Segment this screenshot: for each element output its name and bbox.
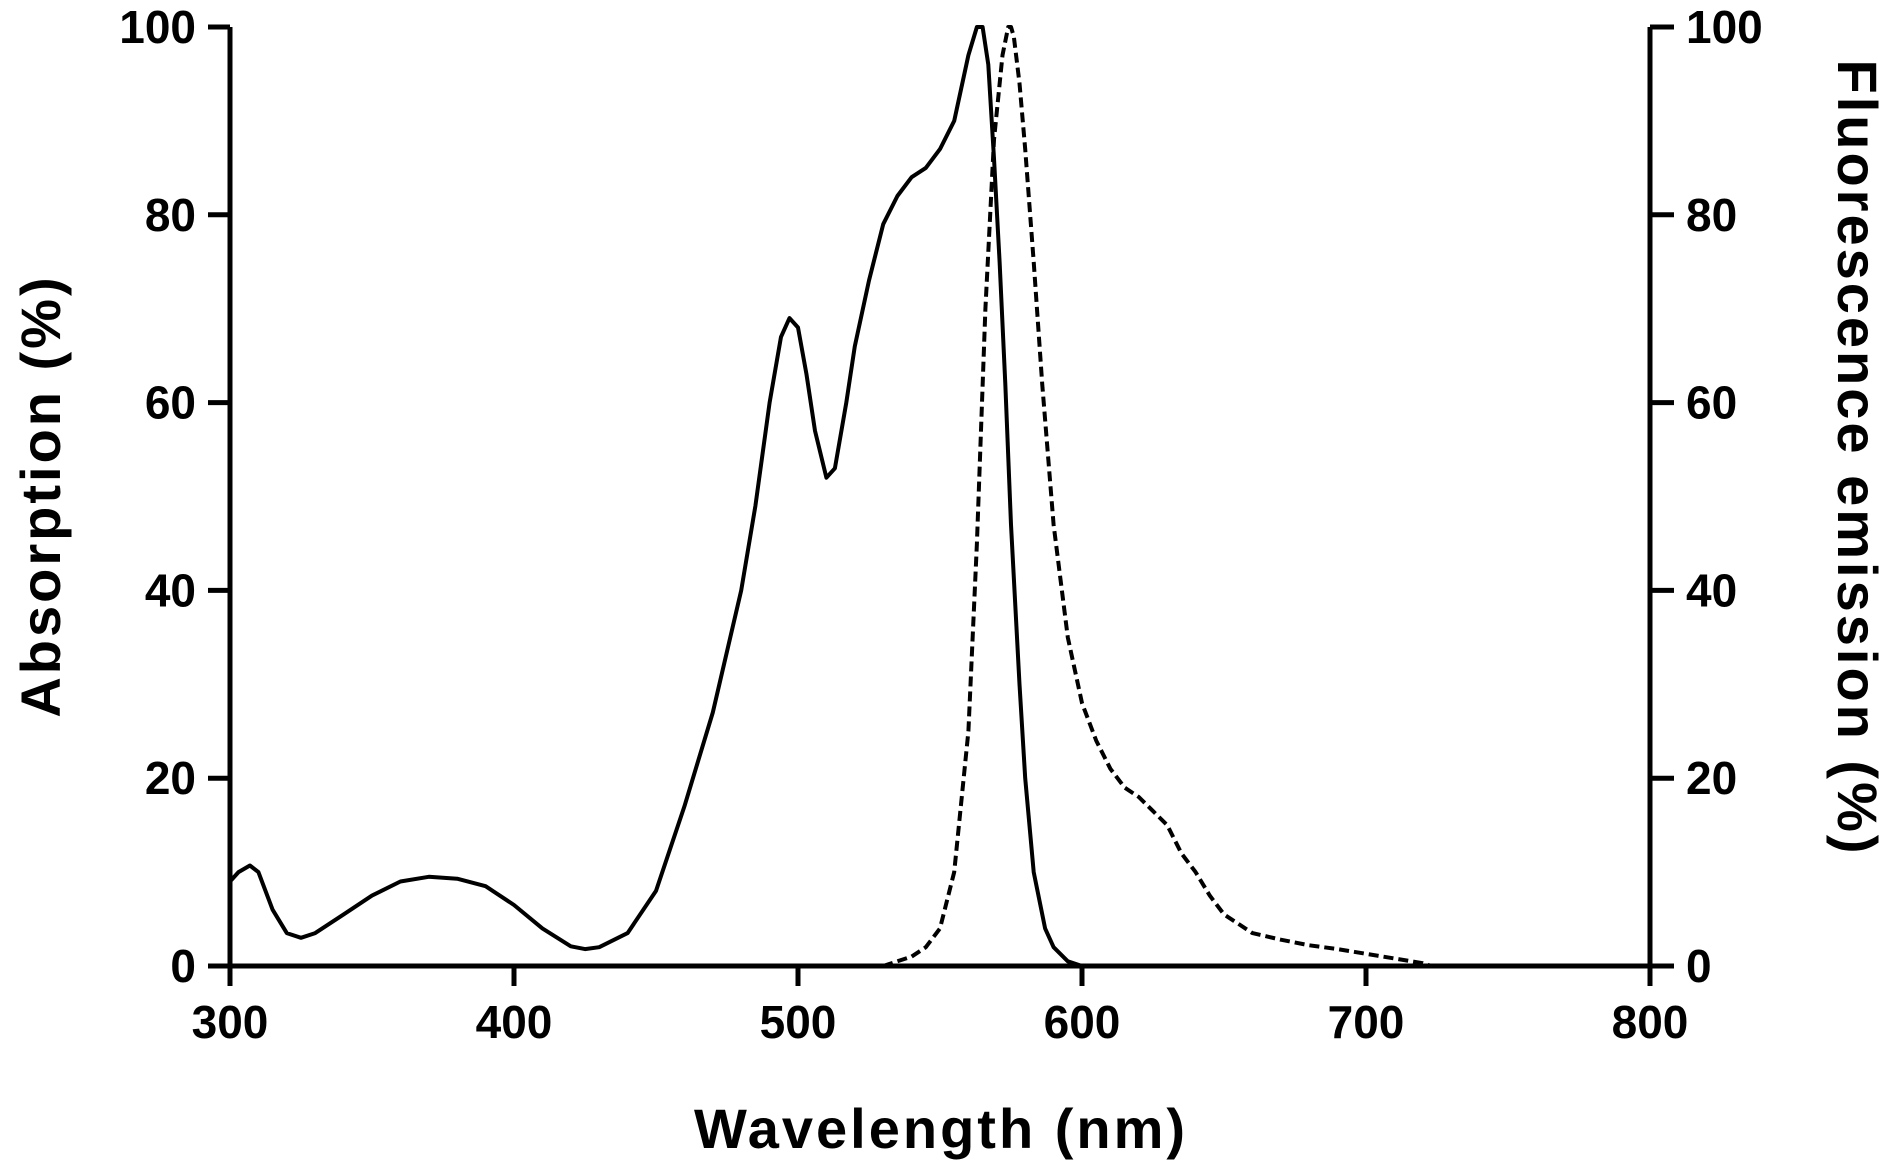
axes [227,27,1653,969]
y-axis-title-left: Absorption (%) [9,274,72,717]
y2-tick-label-40: 40 [1686,564,1737,616]
fluorescence-emission-line [882,25,1432,968]
y-tick-label-100: 100 [119,1,196,53]
x-axis-title: Wavelength (nm) [694,1097,1188,1160]
y-ticks-right: 0 20 40 60 80 100 [1650,1,1763,992]
y-tick-label-40: 40 [145,564,196,616]
y2-tick-label-100: 100 [1686,1,1763,53]
y2-tick-label-80: 80 [1686,189,1737,241]
y-ticks-left: 0 20 40 60 80 100 [119,1,230,992]
y-tick-label-60: 60 [145,377,196,429]
y-tick-label-0: 0 [170,940,196,992]
y-axis-title-right: Fluorescence emission (%) [1826,59,1889,856]
y-tick-label-80: 80 [145,189,196,241]
x-tick-label-600: 600 [1044,996,1121,1048]
y2-tick-label-60: 60 [1686,377,1737,429]
x-tick-label-500: 500 [760,996,837,1048]
x-ticks: 300 400 500 600 700 800 [192,966,1689,1048]
x-tick-label-700: 700 [1328,996,1405,1048]
y-tick-label-20: 20 [145,752,196,804]
y2-tick-label-20: 20 [1686,752,1737,804]
x-tick-label-300: 300 [192,996,269,1048]
y2-tick-label-0: 0 [1686,940,1712,992]
absorption-line [228,25,1097,968]
x-tick-label-400: 400 [476,996,553,1048]
x-tick-label-800: 800 [1612,996,1689,1048]
series-group [228,25,1432,968]
